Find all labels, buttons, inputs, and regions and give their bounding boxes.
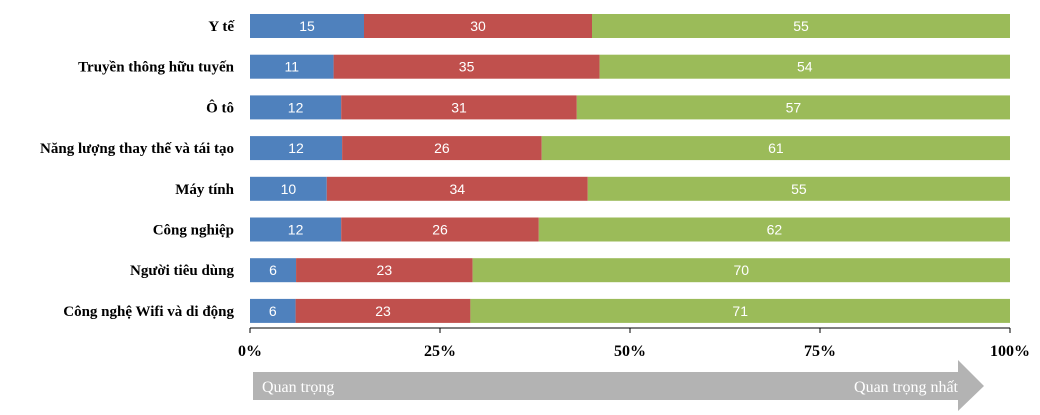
data-label: 12 bbox=[288, 99, 304, 115]
category-label: Công nghệ Wifi và di động bbox=[63, 304, 234, 320]
category-label: Máy tính bbox=[175, 182, 234, 198]
bar-segment bbox=[472, 258, 1011, 283]
data-label: 71 bbox=[732, 303, 748, 319]
data-label: 62 bbox=[767, 222, 783, 238]
data-label: 23 bbox=[377, 262, 393, 278]
bar-segment bbox=[538, 217, 1010, 242]
x-tick-labels: 0% 25% 50% 75% 100% bbox=[238, 343, 1030, 360]
bars-layer: 15 30 55 11 35 54 12 31 57 12 26 61 10 34 55 12 26 62 6 23 7… bbox=[250, 14, 1011, 323]
data-label: 6 bbox=[269, 303, 277, 319]
category-label: Năng lượng thay thế và tái tạo bbox=[40, 141, 234, 157]
data-label: 55 bbox=[793, 18, 809, 34]
bar-segment bbox=[587, 176, 1010, 201]
bar-segment bbox=[342, 136, 542, 161]
data-label: 61 bbox=[768, 140, 784, 156]
bar-segment bbox=[326, 176, 588, 201]
category-label: Y tế bbox=[208, 19, 235, 35]
category-label: Công nghiệp bbox=[153, 223, 234, 239]
bar-segment bbox=[250, 136, 343, 161]
bar-segment bbox=[250, 95, 342, 120]
data-label: 12 bbox=[288, 222, 304, 238]
x-tick-label: 25% bbox=[424, 343, 456, 360]
bar-segment bbox=[576, 95, 1010, 120]
bar-segment bbox=[250, 54, 334, 79]
bar-segment bbox=[541, 136, 1010, 161]
data-label: 23 bbox=[375, 303, 391, 319]
bar-segment bbox=[250, 176, 327, 201]
bar-segment bbox=[250, 217, 342, 242]
data-label: 34 bbox=[449, 181, 465, 197]
bar-segment bbox=[250, 258, 297, 283]
data-label: 54 bbox=[797, 59, 813, 75]
data-label: 6 bbox=[269, 262, 277, 278]
x-tick-label: 0% bbox=[238, 343, 262, 360]
data-label: 30 bbox=[470, 18, 486, 34]
x-tick-label: 50% bbox=[614, 343, 646, 360]
data-label: 57 bbox=[786, 99, 802, 115]
data-label: 10 bbox=[281, 181, 297, 197]
x-tick-label: 100% bbox=[990, 343, 1030, 360]
x-axis bbox=[249, 327, 1011, 333]
data-label: 15 bbox=[299, 18, 315, 34]
data-label: 26 bbox=[434, 140, 450, 156]
data-label: 31 bbox=[451, 99, 467, 115]
arrow-start-label: Quan trọng bbox=[262, 379, 334, 396]
bar-segment bbox=[364, 14, 592, 38]
category-label: Truyền thông hữu tuyến bbox=[78, 60, 235, 76]
bar-segment bbox=[295, 298, 471, 323]
bar-segment bbox=[592, 14, 1010, 38]
bar-segment bbox=[250, 298, 296, 323]
importance-arrow-shape bbox=[253, 360, 984, 411]
bar-segment bbox=[341, 217, 539, 242]
bar-segment bbox=[296, 258, 473, 283]
data-label: 70 bbox=[734, 262, 750, 278]
bar-segment bbox=[250, 14, 364, 38]
data-label: 12 bbox=[288, 140, 304, 156]
bar-segment bbox=[470, 298, 1010, 323]
x-tick-label: 75% bbox=[804, 343, 836, 360]
data-label: 11 bbox=[285, 59, 300, 75]
importance-arrow: Quan trọng Quan trọng nhất bbox=[253, 360, 984, 411]
bar-segment bbox=[599, 54, 1010, 79]
category-label: Người tiêu dùng bbox=[130, 263, 234, 279]
arrow-end-label: Quan trọng nhất bbox=[854, 379, 959, 396]
data-label: 55 bbox=[791, 181, 807, 197]
data-label: 26 bbox=[432, 222, 448, 238]
category-labels: Y tế Truyền thông hữu tuyến Ô tô Năng lượng… bbox=[40, 19, 235, 320]
category-label: Ô tô bbox=[206, 99, 234, 116]
data-label: 35 bbox=[459, 59, 475, 75]
bar-segment bbox=[333, 54, 600, 79]
bar-segment bbox=[341, 95, 577, 120]
